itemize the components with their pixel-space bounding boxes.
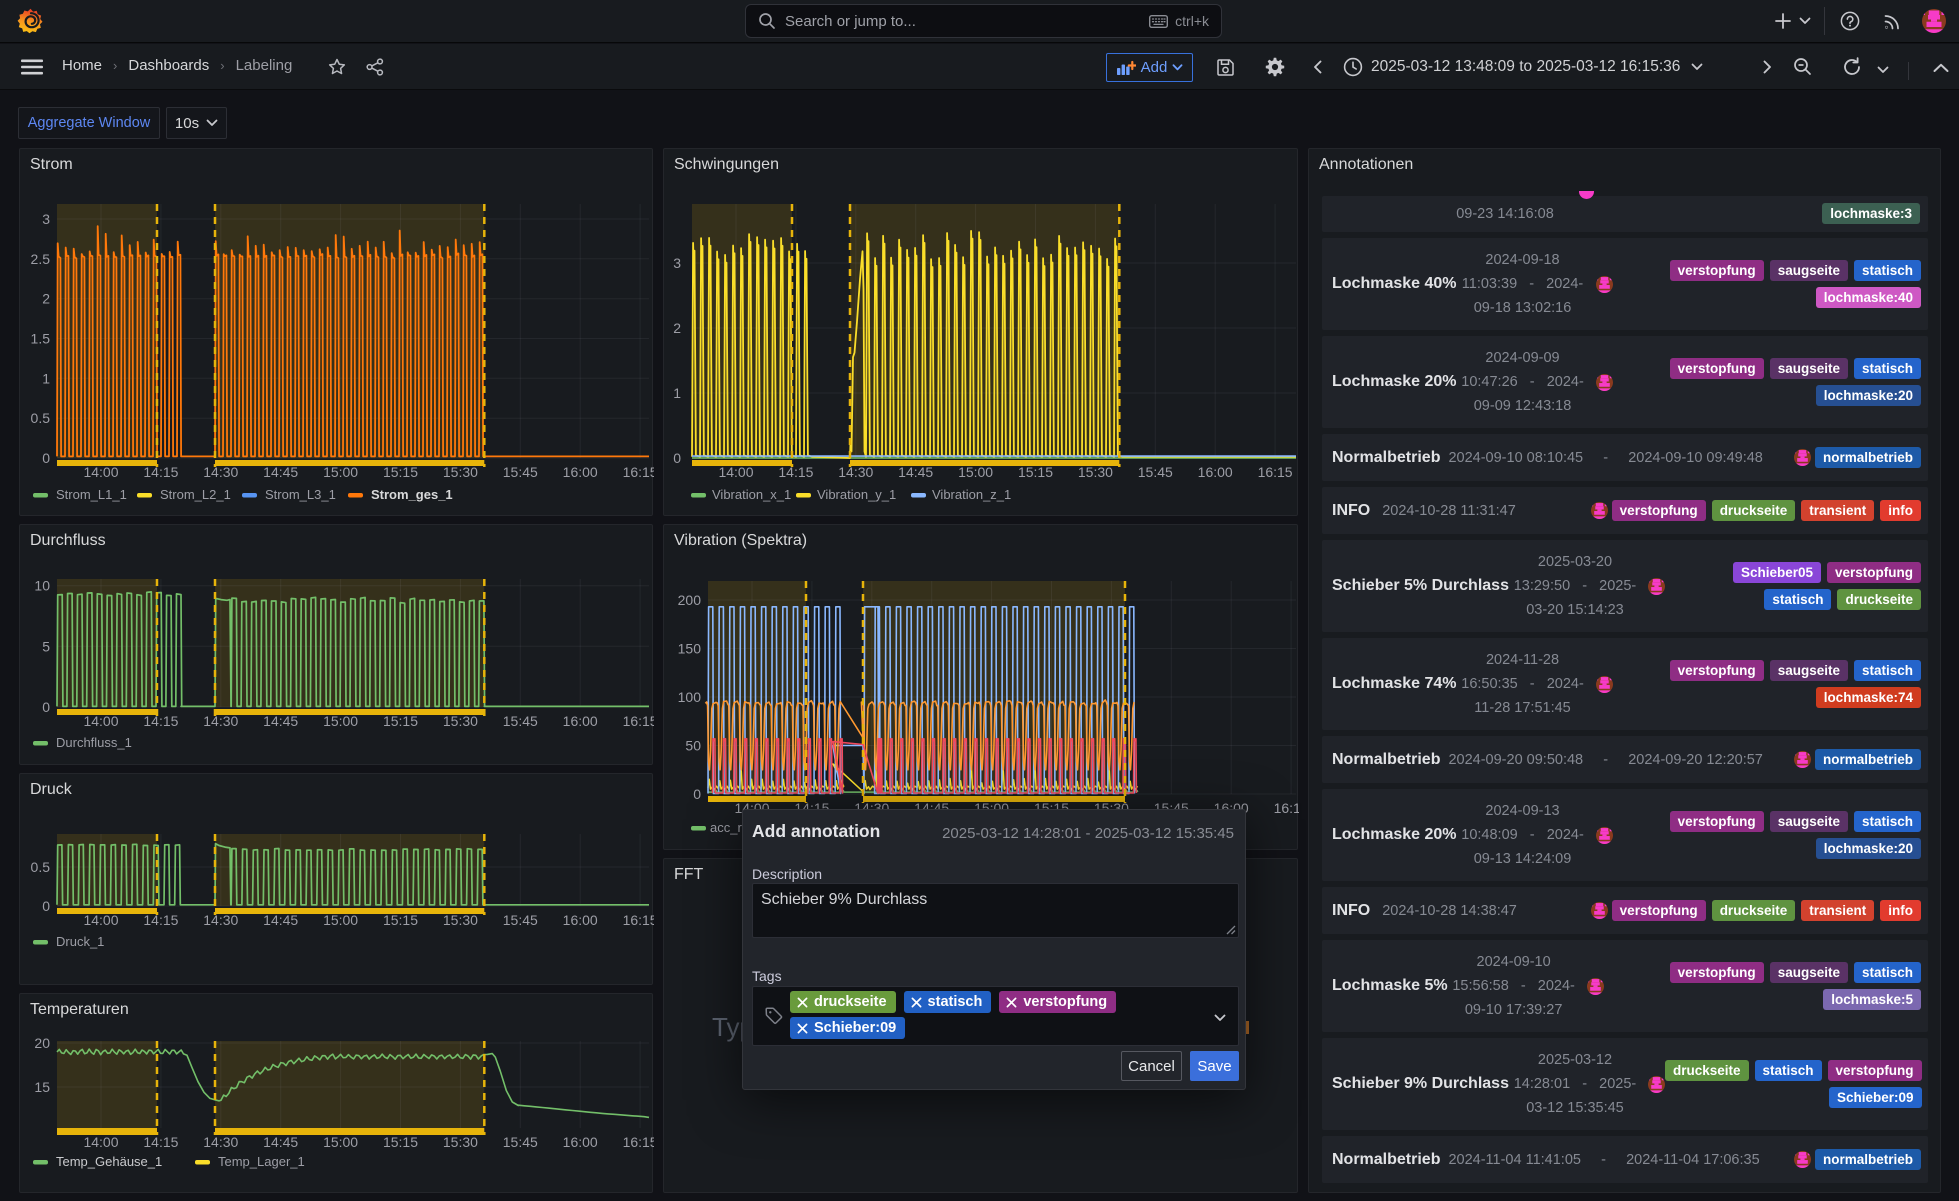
svg-text:16:15: 16:15 — [623, 912, 654, 928]
svg-text:50: 50 — [685, 738, 701, 754]
svg-text:15:45: 15:45 — [1138, 464, 1173, 480]
svg-text:100: 100 — [678, 689, 702, 705]
svg-text:15:00: 15:00 — [323, 713, 358, 729]
svg-text:15:30: 15:30 — [443, 912, 478, 928]
svg-text:14:15: 14:15 — [143, 912, 178, 928]
svg-text:0.5: 0.5 — [31, 410, 51, 426]
svg-text:14:45: 14:45 — [263, 912, 298, 928]
svg-text:16:00: 16:00 — [563, 464, 598, 480]
svg-text:1: 1 — [42, 370, 50, 386]
svg-text:150: 150 — [678, 641, 702, 657]
svg-text:2.5: 2.5 — [31, 251, 51, 267]
svg-text:0: 0 — [42, 450, 50, 466]
svg-text:0.5: 0.5 — [31, 859, 51, 875]
svg-text:15: 15 — [34, 1079, 50, 1095]
svg-text:14:00: 14:00 — [83, 912, 118, 928]
svg-text:Vibration_y_1: Vibration_y_1 — [817, 487, 896, 502]
svg-text:14:00: 14:00 — [83, 713, 118, 729]
svg-text:15:00: 15:00 — [958, 464, 993, 480]
svg-text:15:30: 15:30 — [443, 713, 478, 729]
svg-text:15:00: 15:00 — [323, 912, 358, 928]
svg-text:16:00: 16:00 — [1198, 464, 1233, 480]
svg-text:15:45: 15:45 — [503, 713, 538, 729]
svg-text:14:30: 14:30 — [203, 464, 238, 480]
svg-text:2: 2 — [42, 291, 50, 307]
svg-text:14:15: 14:15 — [778, 464, 813, 480]
svg-text:14:15: 14:15 — [143, 1134, 178, 1150]
svg-text:15:15: 15:15 — [383, 1134, 418, 1150]
svg-text:20: 20 — [34, 1035, 50, 1051]
svg-text:0: 0 — [42, 898, 50, 914]
svg-text:0: 0 — [42, 699, 50, 715]
svg-text:15:00: 15:00 — [323, 1134, 358, 1150]
svg-text:Temp_Lager_1: Temp_Lager_1 — [218, 1154, 305, 1169]
svg-text:15:45: 15:45 — [503, 464, 538, 480]
svg-text:2: 2 — [673, 320, 681, 336]
svg-text:16:00: 16:00 — [563, 1134, 598, 1150]
svg-text:15:00: 15:00 — [323, 464, 358, 480]
svg-text:16:00: 16:00 — [563, 912, 598, 928]
svg-text:Strom_L2_1: Strom_L2_1 — [160, 487, 231, 502]
svg-text:3: 3 — [673, 255, 681, 271]
svg-text:14:45: 14:45 — [263, 1134, 298, 1150]
svg-text:15:15: 15:15 — [383, 912, 418, 928]
svg-text:14:30: 14:30 — [838, 464, 873, 480]
svg-text:16:15: 16:15 — [623, 713, 654, 729]
svg-text:14:30: 14:30 — [203, 912, 238, 928]
svg-text:15:30: 15:30 — [443, 464, 478, 480]
svg-text:1: 1 — [673, 385, 681, 401]
svg-text:16:15: 16:15 — [1258, 464, 1293, 480]
svg-text:Druck_1: Druck_1 — [56, 934, 104, 949]
svg-text:14:00: 14:00 — [83, 464, 118, 480]
svg-text:Strom_L1_1: Strom_L1_1 — [56, 487, 127, 502]
svg-text:15:30: 15:30 — [443, 1134, 478, 1150]
svg-text:0: 0 — [673, 450, 681, 466]
svg-text:3: 3 — [42, 211, 50, 227]
svg-text:200: 200 — [678, 592, 702, 608]
svg-text:5: 5 — [42, 638, 50, 654]
svg-text:16:00: 16:00 — [563, 713, 598, 729]
svg-text:0: 0 — [693, 786, 701, 802]
svg-text:10: 10 — [34, 578, 50, 594]
svg-text:16:15: 16:15 — [623, 1134, 654, 1150]
svg-text:Vibration_x_1: Vibration_x_1 — [712, 487, 791, 502]
svg-text:14:45: 14:45 — [263, 464, 298, 480]
svg-text:14:15: 14:15 — [143, 713, 178, 729]
svg-text:Strom_L3_1: Strom_L3_1 — [265, 487, 336, 502]
svg-text:1.5: 1.5 — [31, 331, 51, 347]
svg-text:14:15: 14:15 — [143, 464, 178, 480]
svg-text:16:15: 16:15 — [1274, 800, 1299, 816]
svg-text:15:15: 15:15 — [383, 464, 418, 480]
svg-text:14:00: 14:00 — [718, 464, 753, 480]
svg-text:15:45: 15:45 — [503, 1134, 538, 1150]
svg-text:14:00: 14:00 — [83, 1134, 118, 1150]
svg-text:14:45: 14:45 — [898, 464, 933, 480]
svg-text:Temp_Gehäuse_1: Temp_Gehäuse_1 — [56, 1154, 162, 1169]
svg-text:15:15: 15:15 — [383, 713, 418, 729]
svg-text:16:15: 16:15 — [623, 464, 654, 480]
svg-text:15:30: 15:30 — [1078, 464, 1113, 480]
svg-text:15:15: 15:15 — [1018, 464, 1053, 480]
svg-text:14:30: 14:30 — [203, 713, 238, 729]
svg-text:Durchfluss_1: Durchfluss_1 — [56, 735, 132, 750]
svg-text:Strom_ges_1: Strom_ges_1 — [371, 487, 453, 502]
svg-text:14:30: 14:30 — [203, 1134, 238, 1150]
svg-text:Vibration_z_1: Vibration_z_1 — [932, 487, 1011, 502]
svg-text:15:45: 15:45 — [503, 912, 538, 928]
svg-text:14:45: 14:45 — [263, 713, 298, 729]
